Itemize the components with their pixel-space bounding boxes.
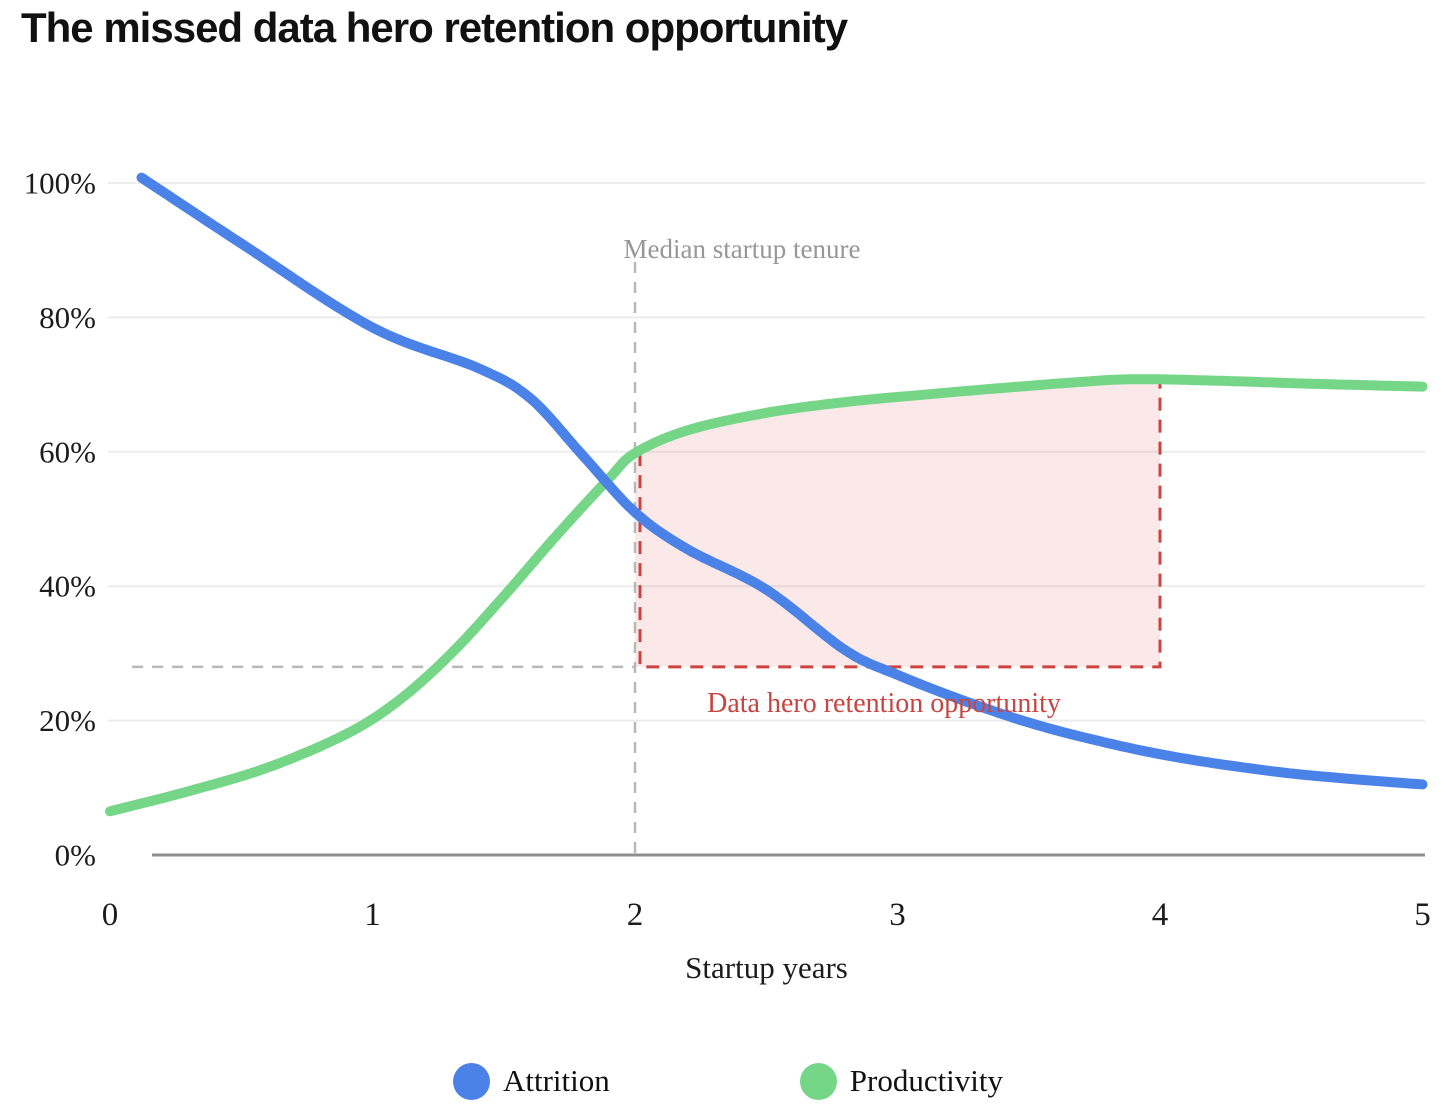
y-tick-label: 80% xyxy=(39,300,96,335)
x-tick-label: 3 xyxy=(889,897,906,933)
chart-legend: Attrition Productivity xyxy=(0,1056,1456,1106)
x-tick-label: 5 xyxy=(1414,897,1431,933)
chart-plot: 0% 20% 40% 60% 80% 100% 0 1 2 3 4 5 Median startup t… xyxy=(24,166,1431,933)
productivity-legend-dot-icon xyxy=(799,1062,837,1100)
x-axis-title: Startup years xyxy=(685,950,848,985)
legend-item-productivity: Productivity xyxy=(799,1062,1004,1100)
x-tick-label: 4 xyxy=(1152,897,1169,933)
attrition-legend-label: Attrition xyxy=(502,1063,610,1098)
chart-title: The missed data hero retention opportuni… xyxy=(21,4,848,51)
x-tick-label: 0 xyxy=(102,897,119,933)
y-tick-label: 40% xyxy=(39,569,96,604)
x-tick-label: 1 xyxy=(364,897,381,933)
opportunity-region-border xyxy=(638,379,1162,669)
attrition-legend-dot-icon xyxy=(452,1062,490,1100)
y-tick-label: 20% xyxy=(39,703,96,738)
opportunity-region-label: Data hero retention opportunity xyxy=(707,688,1061,719)
productivity-legend-label: Productivity xyxy=(849,1063,1004,1098)
y-tick-label: 60% xyxy=(39,434,96,469)
y-tick-label: 100% xyxy=(24,166,96,201)
y-tick-label: 0% xyxy=(55,838,96,873)
x-tick-label: 2 xyxy=(627,897,644,933)
attrition-curve xyxy=(136,172,1428,790)
productivity-curve xyxy=(105,374,1428,817)
legend-item-attrition: Attrition xyxy=(452,1062,610,1100)
median-tenure-label: Median startup tenure xyxy=(624,234,861,264)
